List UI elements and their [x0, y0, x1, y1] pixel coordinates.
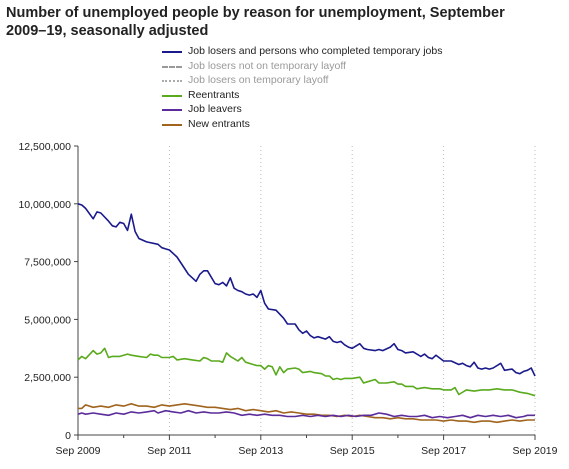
legend-label-reentrants: Reentrants [188, 88, 240, 101]
legend-swatch-new-entrants [162, 123, 182, 126]
x-tick-label: Sep 2009 [56, 445, 101, 457]
x-tick-label: Sep 2013 [238, 445, 283, 457]
x-axis-ticks: Sep 2009 Sep 2011 Sep 2013 Sep 2015 Sep 2017… [56, 435, 558, 457]
y-axis-ticks: 0 2,500,000 5,000,000 7,500,000 10,000,000 12… [18, 141, 78, 442]
legend-swatch-on-temporary-layoff [162, 80, 182, 82]
x-tick-label: Sep 2011 [147, 445, 191, 457]
x-tick-label: Sep 2019 [513, 445, 558, 457]
x-tick-label: Sep 2017 [421, 445, 466, 457]
y-tick-label: 5,000,000 [24, 314, 71, 326]
x-tick-label: Sep 2015 [330, 445, 375, 457]
legend-swatch-not-on-temporary-layoff [162, 65, 182, 68]
y-tick-label: 7,500,000 [24, 257, 71, 269]
series-line-new-entrants [78, 402, 535, 424]
grid-lines [168, 146, 536, 435]
legend-item-job-leavers: Job leavers [162, 102, 442, 117]
legend-label-job-leavers: Job leavers [188, 103, 242, 115]
axes [77, 146, 535, 436]
y-tick-label: 12,500,000 [18, 141, 71, 153]
legend-item-not-on-temporary-layoff: Job losers not on temporary layoff [162, 59, 442, 74]
legend-item-reentrants: Reentrants [162, 88, 442, 103]
legend-swatch-job-leavers [162, 109, 182, 111]
legend-item-new-entrants: New entrants [162, 117, 442, 132]
chart-title: Number of unemployed people by reason fo… [6, 5, 505, 39]
legend-label-on-temporary-layoff: Job losers on temporary layoff [188, 74, 329, 86]
y-tick-label: 2,500,000 [24, 372, 71, 384]
series-lines [77, 203, 536, 424]
legend-swatch-reentrants [162, 94, 182, 97]
legend-label-job-losers-total: Job losers and persons who completed tem… [188, 45, 443, 57]
y-tick-label: 10,000,000 [18, 199, 71, 211]
legend-item-job-losers-total: Job losers and persons who completed tem… [162, 44, 442, 59]
series-line-job-leavers [77, 409, 535, 419]
legend-item-on-temporary-layoff: Job losers on temporary layoff [162, 73, 442, 88]
y-tick-label: 0 [65, 430, 71, 442]
legend-swatch-job-losers-total [162, 51, 182, 53]
chart-legend: Job losers and persons who completed tem… [162, 44, 442, 131]
series-line-job-losers-and-persons-who-completed-temporary-jobs [77, 203, 536, 377]
series-line-reentrants [77, 347, 536, 397]
legend-label-not-on-temporary-layoff: Job losers not on temporary layoff [188, 59, 346, 72]
legend-label-new-entrants: New entrants [188, 117, 250, 130]
